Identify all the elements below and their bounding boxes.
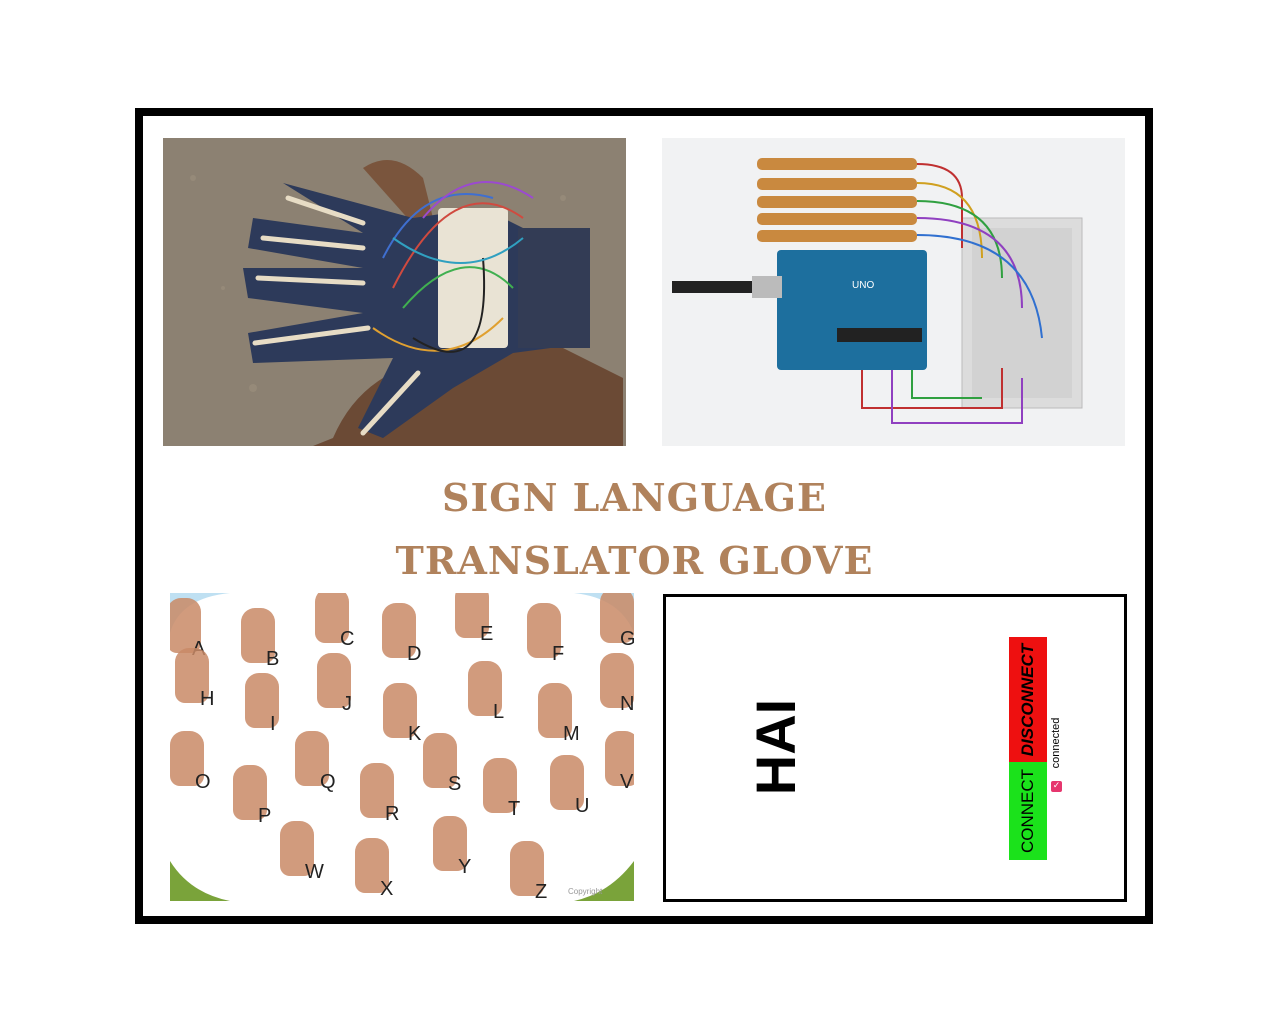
- letter-r: R: [385, 803, 400, 825]
- letter-v: V: [620, 771, 634, 793]
- disconnect-button[interactable]: DISCONNECT: [1009, 637, 1047, 762]
- hand-sign-a: [170, 598, 201, 653]
- poster-frame: UNO SIGN LANGUAGE TRANSLATOR GLOVE: [135, 108, 1153, 924]
- connect-label: CONNECT: [1018, 768, 1037, 854]
- letter-t: T: [508, 798, 521, 820]
- hand-sign-b: [241, 608, 275, 663]
- letter-c: C: [340, 628, 355, 650]
- hand-sign-v: [605, 731, 634, 786]
- letter-h: H: [200, 688, 215, 710]
- circuit-diagram: UNO: [662, 138, 1125, 446]
- board-label: UNO: [852, 280, 874, 291]
- hand-sign-y: [433, 816, 467, 871]
- glove-photo: [163, 138, 626, 446]
- letter-x: X: [380, 878, 394, 900]
- circuit-illustration: UNO: [662, 138, 1125, 446]
- hand-sign-s: [423, 733, 457, 788]
- hand-sign-l: [468, 661, 502, 716]
- status-check-icon: ✓: [1051, 781, 1062, 792]
- letter-u: U: [575, 795, 590, 817]
- letter-g: G: [620, 628, 634, 650]
- hand-sign-n: [600, 653, 634, 708]
- title-line-2: TRANSLATOR GLOVE: [395, 538, 874, 583]
- letter-m: M: [563, 723, 580, 745]
- hand-sign-o: [170, 731, 204, 786]
- hand-sign-w: [280, 821, 314, 876]
- asl-alphabet-chart: ABCDEFGHIJKLMNOPQRSTUVWXYZCopyright: [170, 593, 634, 901]
- letter-y: Y: [458, 856, 472, 878]
- letter-n: N: [620, 693, 634, 715]
- hand-sign-q: [295, 731, 329, 786]
- letter-i: I: [270, 713, 276, 735]
- hand-sign-d: [382, 603, 416, 658]
- letter-q: Q: [320, 771, 336, 793]
- hand-sign-z: [510, 841, 544, 896]
- letter-s: S: [448, 773, 462, 795]
- app-screen: HAI DISCONNECT CONNECT connected ✓: [663, 594, 1127, 902]
- page-title: SIGN LANGUAGE TRANSLATOR GLOVE: [143, 466, 1126, 592]
- letter-p: P: [258, 805, 272, 827]
- connect-button[interactable]: CONNECT: [1009, 762, 1047, 860]
- hand-sign-g: [600, 593, 634, 643]
- hand-sign-x: [355, 838, 389, 893]
- hand-sign-f: [527, 603, 561, 658]
- copyright-text: Copyright: [568, 887, 603, 896]
- translated-output: HAI: [744, 698, 807, 796]
- letter-l: L: [493, 701, 505, 723]
- letter-f: F: [552, 643, 565, 665]
- letter-d: D: [407, 643, 422, 665]
- letter-b: B: [266, 648, 280, 670]
- letter-k: K: [408, 723, 422, 745]
- hand-sign-j: [317, 653, 351, 708]
- letter-w: W: [305, 861, 324, 883]
- letter-z: Z: [535, 881, 548, 901]
- hand-sign-m: [538, 683, 572, 738]
- hand-sign-c: [315, 593, 349, 643]
- glove-illustration: [163, 138, 626, 446]
- letter-e: E: [480, 623, 494, 645]
- hand-sign-p: [233, 765, 267, 820]
- hand-sign-e: [455, 593, 489, 638]
- hand-sign-k: [383, 683, 417, 738]
- hand-sign-h: [175, 648, 209, 703]
- hand-sign-t: [483, 758, 517, 813]
- status-text: connected: [1050, 717, 1062, 769]
- hand-sign-r: [360, 763, 394, 818]
- disconnect-label: DISCONNECT: [1018, 643, 1037, 756]
- connection-status: connected ✓: [1046, 717, 1070, 797]
- hand-sign-i: [245, 673, 279, 728]
- letter-o: O: [195, 771, 211, 793]
- title-line-1: SIGN LANGUAGE: [442, 475, 827, 520]
- hand-sign-u: [550, 755, 584, 810]
- letter-j: J: [342, 693, 352, 715]
